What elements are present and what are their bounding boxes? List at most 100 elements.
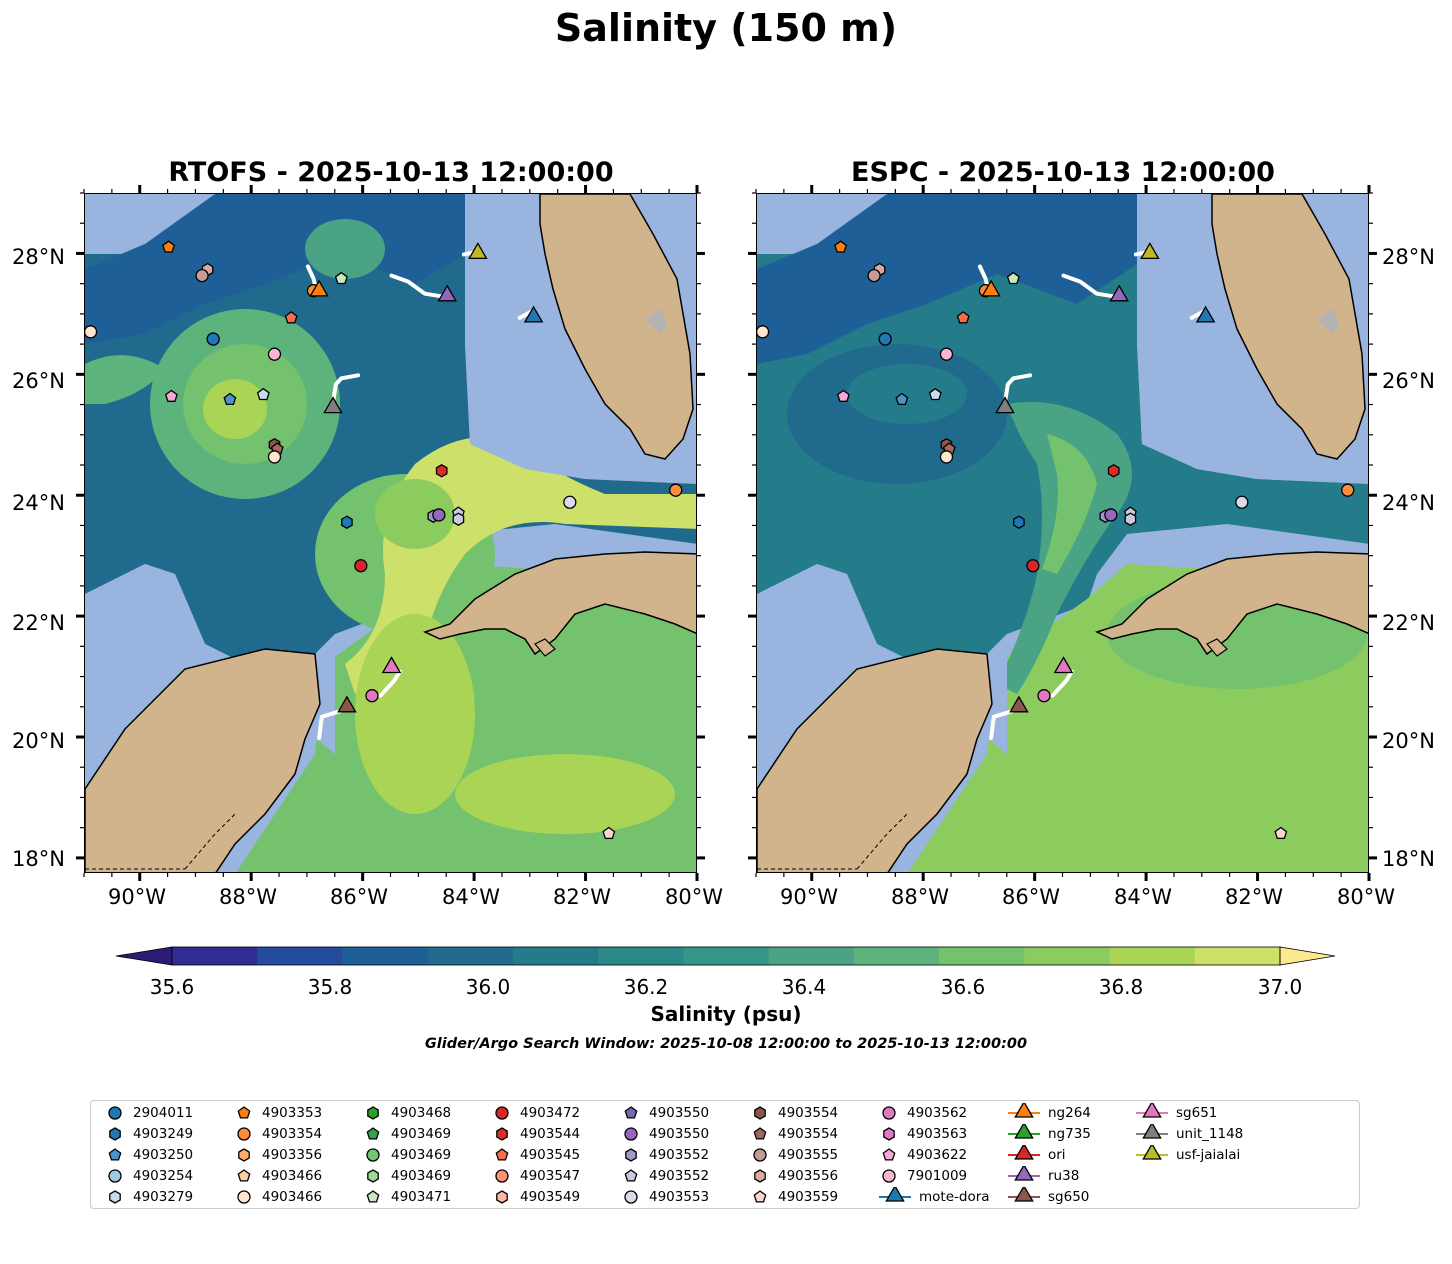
lon-tick-80w: 80°W	[1337, 885, 1395, 909]
colorbar-bin	[427, 947, 514, 965]
legend-label: 4903550	[649, 1105, 710, 1121]
legend-item: 4903552	[619, 1145, 709, 1165]
panel-title-espc: ESPC - 2025-10-13 12:00:00	[851, 157, 1275, 188]
obs-marker-4903250	[895, 392, 909, 406]
obs-marker-4903466	[267, 450, 282, 464]
lat-tick-24n: 24°N	[1382, 491, 1435, 515]
legend-marker	[237, 1106, 251, 1119]
legend-item: 4903466	[232, 1166, 322, 1186]
legend-marker	[624, 1169, 638, 1182]
legend-marker	[108, 1148, 122, 1161]
colorbar-bin	[342, 947, 429, 965]
obs-marker-unit_1148	[323, 396, 343, 414]
obs-marker-4903550	[432, 508, 446, 522]
loop-inner	[375, 479, 455, 549]
legend-marker	[109, 1190, 121, 1204]
legend-marker-shape	[882, 1106, 896, 1120]
legend-label: 4903545	[520, 1147, 581, 1163]
obs-marker-2904011	[206, 332, 220, 346]
colorbar-bin	[512, 947, 599, 965]
lon-tick-88w: 88°W	[219, 885, 277, 909]
legend-marker-shape	[882, 1169, 896, 1183]
legend-label: 4903563	[907, 1126, 968, 1142]
lon-tick-82w: 82°W	[1225, 885, 1283, 909]
legend-label: 4903279	[133, 1189, 194, 1205]
legend-marker	[238, 1148, 250, 1162]
legend-item: unit_1148	[1134, 1124, 1243, 1144]
colorbar-bin	[598, 947, 684, 965]
obs-marker-7901009	[939, 347, 954, 361]
legend-item: 4903554	[748, 1124, 838, 1144]
legend-item: ng735	[1006, 1124, 1091, 1144]
map-rtofs[interactable]	[84, 193, 697, 873]
obs-marker-4903472	[354, 559, 368, 573]
legend-marker-shape	[1142, 1124, 1162, 1139]
legend-marker-shape	[109, 1190, 121, 1204]
legend-marker-shape	[624, 1127, 638, 1141]
legend-label: 4903556	[778, 1168, 839, 1184]
yucatan-peninsula	[757, 648, 993, 872]
legend-marker-shape	[753, 1127, 767, 1140]
lake-okeechobee	[645, 309, 668, 334]
legend-item: 4903354	[232, 1124, 322, 1144]
colorbar-tick: 37.0	[1257, 975, 1303, 999]
obs-marker-4903466	[757, 325, 770, 339]
cuba	[1094, 551, 1368, 656]
map-espc[interactable]	[756, 193, 1369, 873]
legend-label: 4903250	[133, 1147, 194, 1163]
legend-item: 4903468	[361, 1103, 451, 1123]
legend-item: 4903556	[748, 1166, 838, 1186]
panel-title-rtofs: RTOFS - 2025-10-13 12:00:00	[168, 157, 614, 188]
legend-marker-shape	[495, 1106, 509, 1120]
florida-peninsula	[539, 194, 694, 460]
colorbar-bin	[1024, 947, 1111, 965]
legend-item: 4903249	[103, 1124, 193, 1144]
legend-marker	[367, 1169, 379, 1183]
border-line	[184, 813, 236, 870]
lon-tick-88w: 88°W	[891, 885, 949, 909]
obs-marker-4903279	[256, 387, 270, 401]
colorbar-tick: 36.0	[465, 975, 511, 999]
obs-marker-4903279	[928, 387, 942, 401]
glider-track	[1003, 373, 1033, 405]
legend-marker	[883, 1127, 895, 1141]
legend-label: 4903353	[262, 1105, 323, 1121]
legend-item: 4903622	[877, 1145, 967, 1165]
legend-item: ru38	[1006, 1166, 1079, 1186]
legend-marker	[879, 1187, 911, 1202]
legend-label: 4903471	[391, 1189, 452, 1205]
lat-tick-22n: 22°N	[12, 611, 65, 635]
legend-marker	[108, 1169, 122, 1183]
legend-marker	[1136, 1103, 1168, 1118]
colorbar-bin	[1194, 947, 1281, 965]
legend-marker-shape	[496, 1127, 508, 1141]
legend-marker	[1008, 1145, 1040, 1160]
salinity-field	[85, 194, 696, 872]
legend-item: 4903563	[877, 1124, 967, 1144]
legend-marker	[1008, 1124, 1040, 1139]
obs-marker-ng264	[981, 279, 1001, 297]
glider-track	[1050, 669, 1074, 698]
legend-marker	[1008, 1187, 1040, 1202]
lat-tick-28n: 28°N	[1382, 245, 1435, 269]
obs-marker-4903471	[1006, 271, 1020, 285]
legend-marker-shape	[882, 1148, 896, 1161]
lat-tick-22n: 22°N	[1382, 611, 1435, 635]
west-eddy	[85, 355, 165, 404]
legend-label: 4903622	[907, 1147, 968, 1163]
colorbar-bin	[683, 947, 770, 965]
obs-marker-4903552	[452, 512, 465, 526]
legend-label: sg651	[1176, 1105, 1218, 1121]
legend-label: 4903466	[262, 1189, 323, 1205]
obs-marker-4903250	[223, 392, 237, 406]
legend-label: 4903547	[520, 1168, 581, 1184]
legend-label: sg650	[1048, 1189, 1090, 1205]
obs-marker-4903353	[162, 240, 176, 253]
legend-label: 4903552	[649, 1168, 710, 1184]
obs-marker-4903472	[1026, 559, 1040, 573]
lat-tick-28n: 28°N	[12, 245, 65, 269]
legend-label: usf-jaialai	[1176, 1147, 1241, 1163]
obs-marker-4903559	[602, 826, 616, 840]
legend-item: 4903549	[490, 1187, 580, 1207]
legend-label: 4903549	[520, 1189, 581, 1205]
